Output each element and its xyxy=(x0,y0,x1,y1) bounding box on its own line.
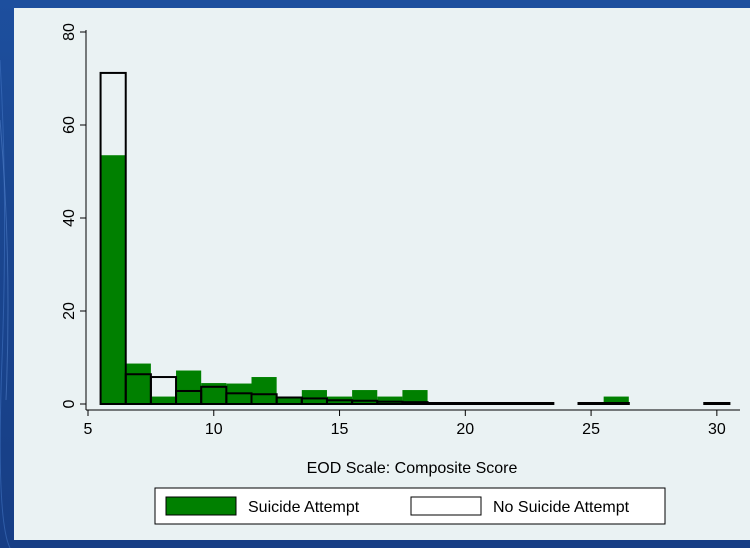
x-tick-label: 15 xyxy=(331,421,349,438)
bar-no-suicide-attempt xyxy=(451,402,479,405)
bar-no-suicide-attempt xyxy=(99,71,127,405)
x-tick-label: 25 xyxy=(582,421,600,438)
x-tick-label: 5 xyxy=(84,421,93,438)
x-tick-label: 20 xyxy=(456,421,474,438)
bar-suicide-attempt xyxy=(201,383,227,404)
bars-layer xyxy=(99,71,731,406)
y-tick-label: 20 xyxy=(61,302,78,320)
bar-no-suicide-attempt xyxy=(703,402,731,405)
legend-box xyxy=(154,487,666,525)
bar-no-suicide-attempt xyxy=(426,402,454,405)
legend-swatch-no-suicide-attempt xyxy=(410,496,482,516)
y-tick-label: 60 xyxy=(61,116,78,134)
bar-suicide-attempt xyxy=(125,363,151,404)
bar-no-suicide-attempt xyxy=(476,402,505,405)
x-tick-label: 10 xyxy=(205,421,223,438)
bar-suicide-attempt xyxy=(377,396,403,404)
bar-no-suicide-attempt xyxy=(577,402,605,405)
chart-panel: 0 20 40 60 80 5 10 15 20 25 30 EOD Scale: Composit… xyxy=(14,8,750,540)
legend-swatch-suicide-attempt xyxy=(165,496,237,516)
legend-label-no-suicide-attempt: No Suicide Attempt xyxy=(493,499,630,516)
bar-suicide-attempt xyxy=(402,390,428,404)
legend-label-suicide-attempt: Suicide Attempt xyxy=(248,499,360,516)
bar-suicide-attempt xyxy=(603,396,629,404)
histogram-chart: 0 20 40 60 80 5 10 15 20 25 30 EOD Scale: Composit… xyxy=(61,23,740,525)
bar-suicide-attempt xyxy=(251,377,277,404)
x-tick-label: 30 xyxy=(708,421,726,438)
bar-suicide-attempt xyxy=(301,390,327,404)
background-swoosh xyxy=(0,119,9,401)
axes-layer: 0 20 40 60 80 5 10 15 20 25 30 xyxy=(61,23,740,438)
bar-no-suicide-attempt xyxy=(527,402,555,405)
bar-no-suicide-attempt xyxy=(401,401,429,406)
bar-suicide-attempt xyxy=(150,396,177,404)
y-tick-label: 0 xyxy=(61,399,78,408)
bar-suicide-attempt xyxy=(352,390,378,404)
bar-no-suicide-attempt xyxy=(502,402,530,405)
y-tick-label: 80 xyxy=(61,23,78,41)
background-swoosh xyxy=(0,59,11,548)
y-tick-label: 40 xyxy=(61,209,78,227)
bar-suicide-attempt xyxy=(100,155,126,404)
bar-suicide-attempt xyxy=(176,370,202,404)
bar-no-suicide-attempt xyxy=(602,402,630,405)
x-axis-label: EOD Scale: Composite Score xyxy=(307,460,518,477)
bar-suicide-attempt xyxy=(276,397,302,404)
legend: Suicide Attempt No Suicide Attempt xyxy=(154,487,666,525)
